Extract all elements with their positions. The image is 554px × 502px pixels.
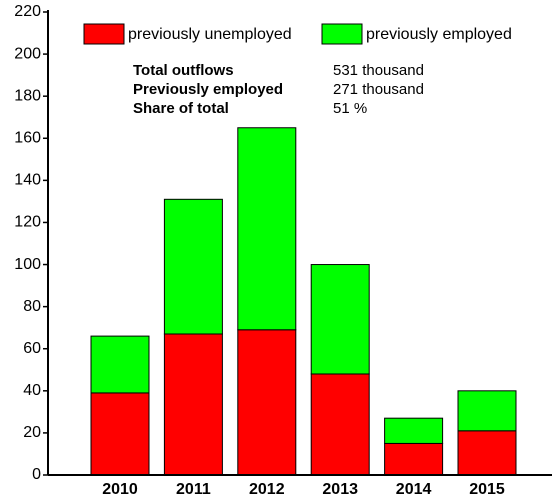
y-tick-label: 180 bbox=[14, 87, 41, 104]
x-tick-label: 2015 bbox=[469, 481, 505, 498]
y-tick-label: 200 bbox=[14, 45, 41, 62]
bar-segment bbox=[237, 127, 297, 331]
x-tick-label: 2010 bbox=[102, 481, 138, 498]
bar-segment bbox=[237, 329, 297, 476]
x-tick-label: 2013 bbox=[322, 481, 358, 498]
y-tick-label: 60 bbox=[23, 340, 41, 357]
bar-segment bbox=[310, 373, 370, 476]
y-tick-label: 140 bbox=[14, 172, 41, 189]
y-tick-label: 120 bbox=[14, 214, 41, 231]
legend-label: previously employed bbox=[366, 26, 512, 43]
bar-segment bbox=[90, 335, 150, 394]
bar-segment bbox=[90, 392, 150, 476]
legend-swatch bbox=[83, 23, 125, 45]
x-tick-label: 2011 bbox=[176, 481, 211, 498]
x-tick-label: 2012 bbox=[249, 481, 285, 498]
bar-segment bbox=[457, 430, 517, 476]
bar-segment bbox=[163, 198, 223, 335]
annotation-value: 271 thousand bbox=[333, 81, 424, 98]
y-tick-label: 100 bbox=[14, 256, 41, 273]
bar-segment bbox=[163, 333, 223, 476]
bar-segment bbox=[457, 390, 517, 432]
y-tick-label: 20 bbox=[23, 424, 41, 441]
y-tick-label: 220 bbox=[14, 3, 41, 20]
y-tick-label: 40 bbox=[23, 382, 41, 399]
y-tick-label: 80 bbox=[23, 298, 41, 315]
x-tick-label: 2014 bbox=[396, 481, 432, 498]
annotation-label: Share of total bbox=[133, 100, 229, 117]
bar-segment bbox=[384, 442, 444, 476]
y-tick-label: 160 bbox=[14, 129, 41, 146]
bar-segment bbox=[310, 264, 370, 375]
annotation-label: Total outflows bbox=[133, 62, 234, 79]
annotation-value: 531 thousand bbox=[333, 62, 424, 79]
legend-label: previously unemployed bbox=[128, 26, 292, 43]
annotation-label: Previously employed bbox=[133, 81, 283, 98]
annotation-value: 51 % bbox=[333, 100, 367, 117]
bar-segment bbox=[384, 417, 444, 444]
y-tick-label: 0 bbox=[32, 466, 41, 483]
legend-swatch bbox=[321, 23, 363, 45]
